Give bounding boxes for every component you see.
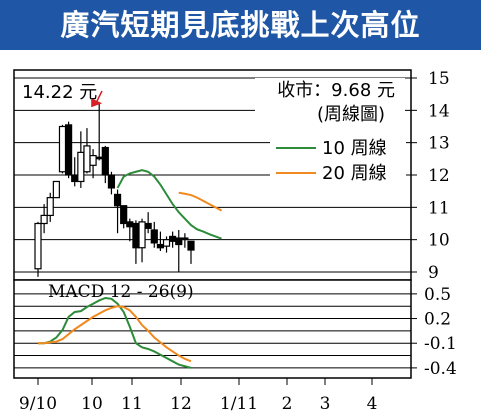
x-tick-label: 4 <box>367 394 378 414</box>
legend-label-10w: 10 周線 <box>322 138 387 159</box>
price-tick-label: 14 <box>428 101 450 121</box>
candle-body <box>126 221 134 228</box>
candle <box>175 229 183 272</box>
chart-subtitle: (周線圖) <box>317 104 385 125</box>
macd-series-signal <box>38 305 192 363</box>
candle-body <box>77 151 85 183</box>
price-tick-label: 11 <box>428 198 450 218</box>
macd-axis: 0.5 0.2 -0.1 -0.4 <box>411 285 457 379</box>
price-tick-label: 10 <box>428 231 450 251</box>
candle <box>64 121 73 179</box>
title-banner <box>0 0 481 50</box>
candle-body <box>181 237 189 241</box>
candle <box>52 180 60 199</box>
candle-body <box>71 174 79 183</box>
x-tick-label: 9/10 <box>19 394 57 414</box>
peak-arrowhead <box>91 98 103 108</box>
candlesticks <box>34 103 195 277</box>
candle <box>138 218 146 263</box>
candle <box>162 236 171 253</box>
price-panel: 9 10 11 12 13 14 15 14.22 元 收市：9.68 元 (周線圖) 10… <box>13 69 450 283</box>
candle-body <box>52 180 60 199</box>
ma-line-10w <box>116 169 222 240</box>
candle-body <box>101 146 109 176</box>
candle-body <box>169 235 177 242</box>
chart-title: 廣汽短期見底挑戰上次高位 <box>60 8 421 42</box>
close-label-bg <box>255 78 405 128</box>
price-axis: 9 10 11 12 13 14 15 <box>411 69 450 283</box>
candle <box>120 205 128 229</box>
candle <box>101 145 109 184</box>
candle <box>34 221 42 277</box>
peak-annotation: 14.22 元 <box>22 82 97 103</box>
candle-body <box>113 193 122 207</box>
macd-panel: 0.5 0.2 -0.1 -0.4 MACD 12 - 26(9) <box>13 279 457 379</box>
candle-body <box>162 239 171 247</box>
candle-body <box>144 222 152 229</box>
candle <box>58 124 67 174</box>
macd-gridlines <box>14 293 411 369</box>
macd-series-macd <box>38 296 192 369</box>
x-tick-label: 10 <box>81 394 103 414</box>
candle-body <box>89 155 97 166</box>
candle <box>144 212 152 234</box>
macd-tick-label: 0.5 <box>424 285 451 305</box>
candle-body <box>107 174 116 189</box>
peak-label-bg <box>18 80 100 102</box>
candle <box>150 221 158 248</box>
peak-arrow <box>95 90 103 104</box>
candle-body <box>34 222 42 270</box>
ma-line-20w <box>178 191 223 212</box>
candle-body <box>46 197 54 217</box>
candle <box>181 233 189 248</box>
candle-body <box>40 214 48 225</box>
candle-body <box>58 125 67 173</box>
macd-tick-label: 0.2 <box>424 310 451 330</box>
candle <box>187 240 195 264</box>
candle <box>40 204 48 234</box>
macd-tick-label: -0.4 <box>424 359 457 379</box>
candle-body <box>64 124 73 176</box>
macd-panel-frame <box>13 279 412 379</box>
close-price-label: 收市：9.68 元 <box>277 80 395 101</box>
candle-body <box>83 145 91 173</box>
legend-label-20w: 20 周線 <box>322 163 387 184</box>
legend-bg <box>270 134 406 186</box>
x-tick-label: 12 <box>170 394 192 414</box>
macd-title: MACD 12 - 26(9) <box>48 282 194 302</box>
price-tick-label: 12 <box>428 166 450 186</box>
candle-body <box>150 229 158 244</box>
macd-lines <box>38 296 192 369</box>
x-tick-label: 1/11 <box>220 394 258 414</box>
candle <box>107 171 116 195</box>
candle-body <box>187 240 195 251</box>
candle-body <box>156 243 164 249</box>
x-tick-label: 3 <box>320 394 331 414</box>
candle-body <box>95 156 103 160</box>
price-tick-label: 13 <box>428 134 450 154</box>
x-axis: 9/10 10 11 12 1/11 2 3 4 <box>19 378 378 414</box>
x-tick-label: 11 <box>121 394 143 414</box>
candle-body <box>132 222 140 249</box>
x-tick-label: 2 <box>282 394 293 414</box>
price-tick-label: 15 <box>428 69 450 89</box>
macd-tick-label: -0.1 <box>424 334 457 354</box>
candle <box>46 192 54 222</box>
candle-body <box>120 205 128 225</box>
candle-body <box>138 221 146 249</box>
candle <box>89 149 97 179</box>
moving-average-lines <box>116 169 223 240</box>
candle <box>113 189 122 234</box>
legend: 10 周線 20 周線 <box>270 134 406 186</box>
price-tick-label: 9 <box>428 263 439 283</box>
candle-body <box>175 237 183 246</box>
